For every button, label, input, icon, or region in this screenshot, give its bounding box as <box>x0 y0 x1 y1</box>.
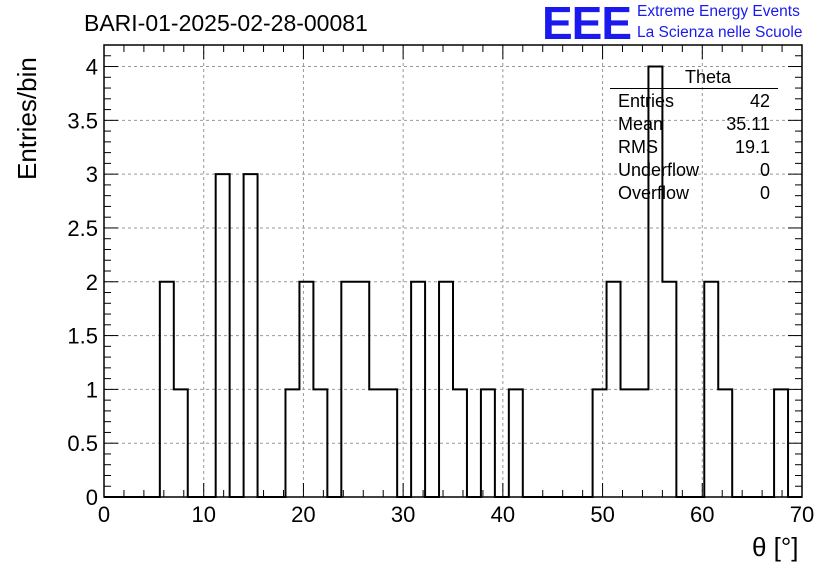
y-tick-labels: 0 0.5 1 1.5 2 2.5 3 3.5 4 <box>67 55 98 510</box>
y-tick-label: 2 <box>86 270 98 295</box>
stats-row-underflow: Underflow 0 <box>610 159 778 182</box>
stats-value: 0 <box>759 160 770 180</box>
stats-value: 42 <box>749 91 770 111</box>
stats-separator <box>610 88 778 89</box>
histogram-bin <box>299 282 313 497</box>
stats-label: RMS <box>618 137 658 157</box>
run-title: BARI-01-2025-02-28-00081 <box>84 10 368 36</box>
stats-label: Entries <box>618 91 675 111</box>
stats-box: Theta Entries 42 Mean 35.11 RMS 19.1 Und… <box>610 66 778 205</box>
histogram-bin <box>341 282 355 497</box>
y-tick-label: 3.5 <box>67 108 98 133</box>
stats-title: Theta <box>684 67 732 87</box>
stats-label: Overflow <box>618 183 690 203</box>
histogram-bin <box>174 389 188 497</box>
eee-logo: EEE <box>542 0 632 49</box>
y-tick-label: 4 <box>86 55 98 80</box>
y-tick-label: 1.5 <box>67 324 98 349</box>
y-axis-label: Entries/bin <box>12 57 42 180</box>
x-tick-label: 50 <box>590 502 614 527</box>
y-tick-label: 0.5 <box>67 431 98 456</box>
y-tick-label: 2.5 <box>67 216 98 241</box>
logo-caption-line1: Extreme Energy Events <box>637 3 800 20</box>
stats-label: Mean <box>618 114 664 134</box>
stats-row-mean: Mean 35.11 <box>610 113 778 136</box>
stats-row-overflow: Overflow 0 <box>610 182 778 205</box>
histogram-bin <box>383 389 397 497</box>
stats-value: 0 <box>759 183 770 203</box>
x-tick-label: 70 <box>790 502 814 527</box>
y-tick-label: 1 <box>86 377 98 402</box>
x-tick-label: 20 <box>291 502 315 527</box>
logo-caption-line2: La Scienza nelle Scuole <box>637 24 803 41</box>
histogram-bin <box>216 174 230 497</box>
x-tick-label: 10 <box>191 502 215 527</box>
stats-value: 35.11 <box>726 114 770 134</box>
stats-row-rms: RMS 19.1 <box>610 136 778 159</box>
x-tick-label: 40 <box>491 502 515 527</box>
x-tick-labels: 0 10 20 30 40 50 60 70 <box>98 502 814 527</box>
x-tick-label: 0 <box>98 502 110 527</box>
stats-value: 19.1 <box>734 137 770 157</box>
x-tick-label: 30 <box>391 502 415 527</box>
stats-row-entries: Entries 42 <box>610 90 778 113</box>
x-tick-label: 60 <box>690 502 714 527</box>
x-axis-label: θ [°] <box>752 532 799 562</box>
stats-label: Underflow <box>618 160 700 180</box>
y-tick-label: 0 <box>86 485 98 510</box>
y-tick-label: 3 <box>86 162 98 187</box>
axis-ticks <box>103 44 803 498</box>
